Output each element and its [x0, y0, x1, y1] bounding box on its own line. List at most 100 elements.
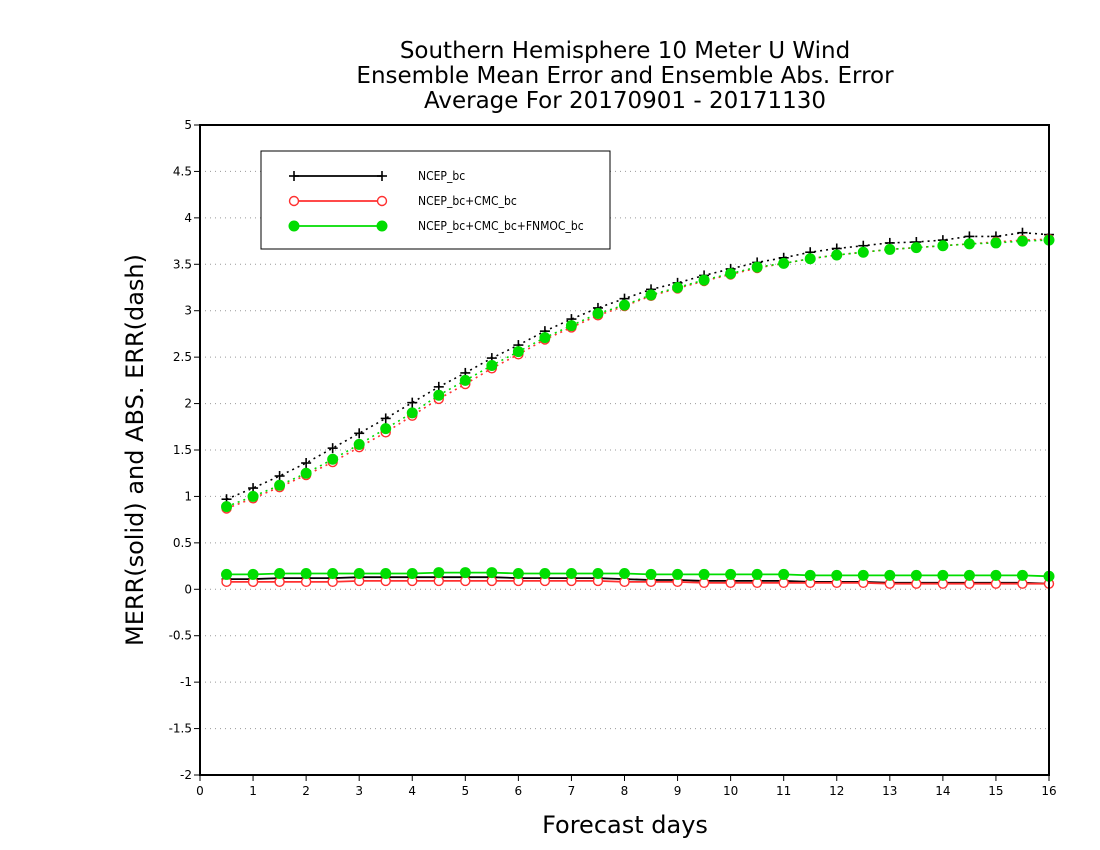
legend-label: NCEP_bc	[418, 169, 465, 183]
mean-err-point	[327, 568, 339, 579]
mean-err-point	[353, 568, 365, 579]
abs-err-point	[672, 282, 684, 293]
x-tick-label: 2	[302, 784, 310, 798]
series-layer	[221, 227, 1055, 589]
mean-err-point	[884, 569, 896, 581]
mean-err-point	[910, 569, 922, 581]
mean-err-point	[512, 568, 524, 579]
legend-marker	[376, 220, 388, 232]
abs-err-point	[354, 428, 365, 439]
mean-err-point	[565, 568, 577, 579]
legend-label: NCEP_bc+CMC_bc	[418, 194, 517, 208]
x-tick-label: 4	[408, 784, 416, 798]
legend-marker	[377, 171, 387, 181]
series-1	[221, 227, 1054, 589]
title-line-2: Ensemble Mean Error and Ensemble Abs. Er…	[356, 63, 894, 89]
mean-err-point	[804, 569, 816, 581]
abs-err-point	[486, 360, 498, 371]
legend-marker	[288, 195, 300, 207]
abs-err-point	[751, 261, 763, 273]
y-tick-label: 1	[184, 489, 192, 503]
legend-marker	[288, 220, 300, 232]
mean-err-point	[937, 569, 949, 581]
abs-err-point	[1016, 235, 1028, 247]
mean-err-point	[672, 568, 684, 580]
abs-err-line	[226, 231, 1050, 500]
y-tick-label: -0.5	[169, 629, 192, 643]
abs-err-point	[831, 249, 843, 261]
legend: NCEP_bc NCEP_bc+CMC_bc NCEP_bc+CMC_bc+FNMO…	[260, 150, 611, 250]
x-tick-label: 13	[882, 784, 897, 798]
y-tick-label: 0.5	[173, 536, 192, 550]
mean-err-point	[1016, 569, 1028, 581]
abs-err-line	[226, 239, 1050, 508]
x-tick-label: 15	[988, 784, 1003, 798]
mean-err-point	[406, 568, 418, 579]
abs-err-point	[778, 257, 790, 269]
x-tick-label: 5	[461, 784, 469, 798]
y-axis-label: MERR(solid) and ABS. ERR(dash)	[121, 254, 149, 646]
mean-err-point	[990, 569, 1002, 581]
x-tick-label: 14	[935, 784, 950, 798]
abs-err-point	[247, 490, 259, 502]
abs-err-point	[380, 413, 391, 424]
abs-err-point	[274, 479, 286, 491]
abs-err-point	[300, 467, 312, 479]
legend-marker	[376, 195, 388, 207]
mean-err-point	[459, 567, 471, 579]
abs-err-point	[353, 438, 365, 450]
legend-item: NCEP_bc	[289, 169, 465, 183]
y-tick-label: 2	[184, 397, 192, 411]
y-tick-label: -1	[180, 675, 192, 689]
x-tick-label: 1	[249, 784, 257, 798]
series-2	[221, 234, 1055, 589]
mean-err-point	[247, 568, 259, 580]
mean-err-point	[300, 568, 312, 579]
y-tick-label: 1.5	[173, 443, 192, 457]
abs-err-point	[937, 240, 949, 252]
mean-err-point	[221, 568, 233, 580]
legend-label: NCEP_bc+CMC_bc+FNMOC_bc	[418, 219, 584, 233]
y-tick-label: 0	[184, 582, 192, 596]
abs-err-point	[910, 242, 922, 254]
abs-err-point	[327, 453, 339, 465]
mean-err-point	[380, 568, 392, 579]
mean-err-point	[619, 568, 630, 579]
series-3	[221, 234, 1055, 582]
x-tick-label: 11	[776, 784, 791, 798]
abs-err-point	[884, 243, 896, 255]
abs-err-point	[327, 443, 338, 454]
x-tick-label: 8	[621, 784, 629, 798]
mean-err-point	[725, 568, 737, 580]
y-tick-label: 3	[184, 304, 192, 318]
abs-err-point	[698, 274, 710, 286]
legend-box	[260, 150, 611, 250]
abs-err-point	[433, 389, 445, 401]
abs-err-point	[301, 458, 312, 468]
legend-item: NCEP_bc+CMC_bc+FNMOC_bc	[288, 219, 584, 233]
abs-err-point	[592, 308, 604, 319]
y-tick-label: 4	[184, 211, 192, 225]
y-tick-label: -2	[180, 768, 192, 782]
title-line-3: Average For 20170901 - 20171130	[424, 88, 826, 114]
abs-err-point	[512, 346, 524, 358]
abs-err-point	[619, 299, 630, 311]
x-tick-label: 10	[723, 784, 738, 798]
abs-err-point	[459, 374, 471, 386]
abs-err-point	[857, 246, 869, 258]
abs-err-point	[539, 332, 551, 344]
chart-title: Southern Hemisphere 10 Meter U WindEnsem…	[356, 38, 894, 114]
x-tick-label: 6	[515, 784, 523, 798]
y-tick-label: -1.5	[169, 722, 192, 736]
abs-err-point	[380, 423, 392, 435]
mean-err-point	[698, 568, 710, 580]
mean-err-point	[751, 568, 763, 580]
abs-err-point	[645, 289, 657, 301]
abs-err-point	[565, 320, 577, 332]
abs-err-point	[990, 237, 1002, 249]
legend-item: NCEP_bc+CMC_bc	[288, 194, 517, 208]
x-tick-label: 12	[829, 784, 844, 798]
abs-err-point	[725, 268, 737, 280]
mean-err-point	[592, 568, 604, 579]
